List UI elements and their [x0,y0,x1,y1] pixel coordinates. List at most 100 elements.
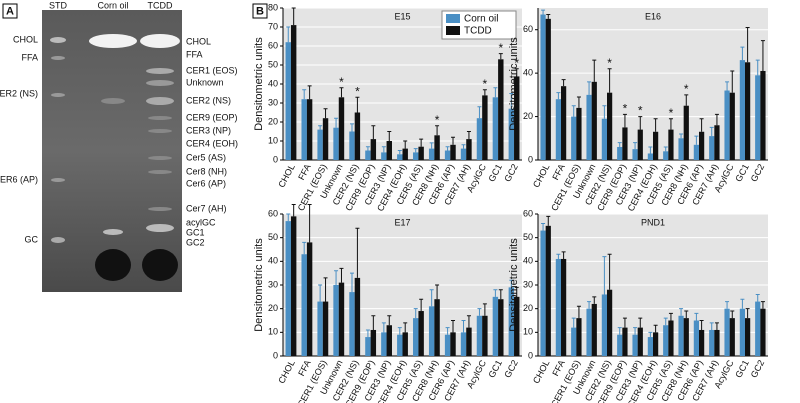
y-tick-label: 0 [273,154,278,164]
error-bar [725,81,730,91]
error-bar [445,146,450,151]
error-bar [451,320,456,333]
band-label: CER4 (EOH) [186,138,238,148]
error-bar [561,79,566,87]
y-tick-label: 40 [268,78,278,88]
error-bar [592,59,597,82]
bar [402,332,408,356]
error-bar [755,293,760,302]
band-label: CHOL [186,36,211,46]
bar [561,258,567,356]
error-bar [466,131,471,140]
bar [365,150,371,160]
x-tick-label: CHOL [531,162,552,189]
bar [678,315,684,356]
y-tick-label: 50 [523,232,533,242]
error-bar [648,146,653,154]
bar [418,311,424,356]
bar [709,329,715,356]
bar [617,146,623,160]
bar [514,76,520,160]
error-bar [286,26,291,43]
bar [450,144,456,160]
error-bar [592,296,597,304]
error-bar [556,92,561,100]
bar [290,25,297,160]
bar [333,127,339,160]
error-bar [381,322,386,333]
error-bar [514,68,519,77]
band-label: acylGC [186,217,216,227]
bar [591,81,597,160]
bar [460,148,467,160]
bar [729,318,735,356]
bar [724,308,730,356]
y-tick-label: 30 [268,279,278,289]
x-tick-label: CHOL [276,358,297,385]
bar [301,254,307,356]
x-tick-label: GC1 [733,358,751,379]
error-bar [699,320,704,330]
x-tick-label: CHOL [531,358,552,385]
bar [586,94,592,160]
bar [683,105,689,160]
y-tick-label: 40 [523,68,533,78]
bar [545,18,551,160]
error-bar [323,108,328,119]
bar [482,95,488,160]
y-tick-label: 80 [268,2,278,12]
error-bar [714,113,719,126]
bar [714,125,720,160]
y-tick-label: 20 [523,111,533,121]
bar [540,14,546,161]
bar [576,318,582,356]
error-bar [307,204,312,243]
bar [418,146,424,160]
band-label: Cer6 (AP) [186,178,226,188]
error-bar [291,204,296,217]
error-bar [607,253,612,290]
bar [714,329,720,356]
error-bar [291,7,296,26]
bar [482,315,488,356]
bar [333,285,339,356]
panel-label: A [6,5,14,17]
bar [571,116,577,160]
error-bar [541,9,546,15]
bar [647,337,653,356]
bar [545,225,551,356]
error-bar [694,135,699,145]
bar [317,301,323,356]
error-bar [302,241,307,255]
error-bar [541,222,546,231]
bar [561,86,567,160]
error-bar [482,303,487,316]
error-bar [397,327,402,335]
error-bar [429,289,434,307]
error-bar [679,133,684,139]
x-tick-label: CHOL [276,162,297,189]
band-label: GC2 [186,237,205,247]
error-bar [760,301,765,309]
bar [338,97,345,160]
bar [301,99,307,160]
error-bar [653,324,658,333]
significance-marker: * [483,77,488,91]
y-tick-label: 40 [268,256,278,266]
y-tick-label: 50 [268,232,278,242]
y-tick-label: 20 [268,303,278,313]
significance-marker: * [638,104,643,118]
bar [760,308,766,356]
band-label: CER3 (NP) [186,125,231,135]
bar [322,118,329,160]
band-label: FFA [186,49,203,59]
y-tick-label: 0 [273,350,278,360]
bar [466,327,472,356]
bar [647,153,653,160]
error-bar [307,85,312,100]
error-bar [339,267,344,283]
significance-marker: * [623,102,628,116]
error-bar [679,308,684,316]
legend-label: TCDD [464,26,492,37]
bar [498,299,504,356]
